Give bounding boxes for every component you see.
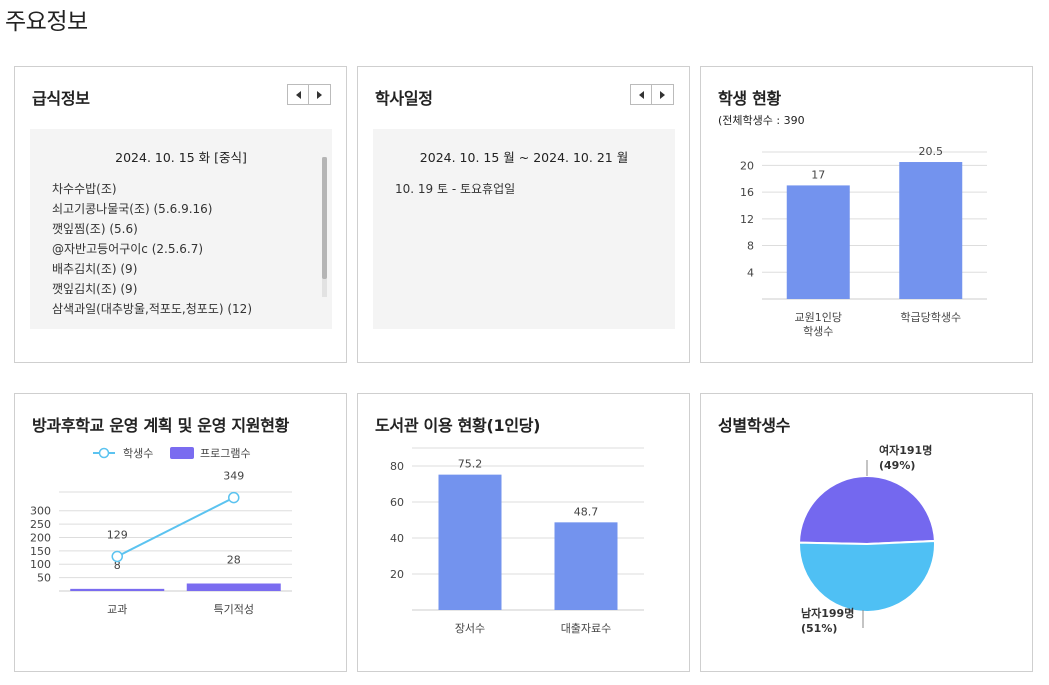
y-tick-label: 12	[740, 213, 754, 226]
schedule-box: 2024. 10. 15 월 ~ 2024. 10. 21 월 10. 19 토…	[373, 129, 675, 329]
slice-label: 여자191명	[879, 443, 932, 457]
schedule-nav	[630, 84, 674, 105]
y-tick-label: 200	[30, 531, 51, 544]
schedule-event-item: 10. 19 토 - 토요휴업일	[395, 182, 516, 196]
meal-menu-item: 삼색과일(대추방울,적포도,청포도) (12)	[52, 302, 253, 316]
legend-line-marker	[98, 447, 110, 459]
series-line	[116, 496, 235, 558]
bar	[438, 474, 502, 610]
x-tick-label: 장서수	[455, 622, 485, 635]
meal-scrollbar[interactable]	[322, 157, 327, 297]
library-chart: 20 40 60 80 75.2 장서수 48.7 대출자료수	[390, 447, 644, 635]
bar	[786, 185, 850, 299]
y-tick-label: 8	[747, 240, 754, 253]
slice-label: 남자199명	[801, 606, 854, 620]
afterschool-card: 방과후학교 운영 계획 및 운영 지원현황 학생수 프로그램수 50 100 150 20…	[14, 393, 347, 672]
line-point	[228, 491, 240, 504]
meal-scrollbar-thumb[interactable]	[322, 157, 327, 279]
x-tick-label: 교원1인당	[795, 311, 842, 324]
data-label: 349	[223, 470, 244, 483]
gender-chart: 여자191명 (49%) 남자199명 (51%)	[797, 443, 936, 635]
y-tick-label: 300	[30, 505, 51, 518]
meal-next-button[interactable]	[309, 84, 331, 105]
legend-label: 학생수	[123, 447, 153, 460]
y-tick-label: 4	[747, 266, 754, 279]
legend-bar-swatch	[170, 447, 194, 459]
bar	[70, 588, 165, 591]
meal-menu-list: 차수수밥(조) 쇠고기콩나물국(조) (5.6.9.16) 깻잎찜(조) (5.…	[52, 179, 252, 319]
meal-menu-item: @자반고등어구이c (2.5.6.7)	[52, 242, 204, 256]
x-tick-label: 교과	[107, 603, 127, 616]
schedule-next-button[interactable]	[652, 84, 674, 105]
y-tick-label: 40	[390, 532, 404, 545]
gender-card: 성별학생수 여자191명 (49%) 남자199명 (51%)	[700, 393, 1033, 672]
library-card: 도서관 이용 현황(1인당) 20 40 60 80 75.2 장서수 48.7 대출자료수	[357, 393, 690, 672]
pie-slice	[797, 475, 936, 546]
schedule-title: 학사일정	[375, 89, 433, 108]
y-tick-label: 80	[390, 460, 404, 473]
meal-menu-item: 깻잎김치(조) (9)	[52, 282, 138, 296]
y-tick-label: 60	[390, 496, 404, 509]
meal-menu-item: 배추김치(조) (9)	[52, 262, 138, 276]
meal-info-title: 급식정보	[32, 89, 90, 108]
x-tick-label: 학생수	[803, 325, 833, 338]
schedule-card: 학사일정 2024. 10. 15 월 ~ 2024. 10. 21 월 10.…	[357, 66, 690, 363]
schedule-range: 2024. 10. 15 월 ~ 2024. 10. 21 월	[419, 150, 629, 165]
data-label: 48.7	[574, 505, 599, 518]
meal-menu-item: 쇠고기콩나물국(조) (5.6.9.16)	[52, 202, 213, 216]
student-status-title: 학생 현황	[718, 89, 781, 108]
legend-label: 프로그램수	[200, 447, 251, 460]
y-tick-label: 20	[740, 159, 754, 172]
slice-percent-label: (49%)	[879, 459, 915, 472]
meal-menu-item: 깻잎찜(조) (5.6)	[52, 222, 138, 236]
arrow-right-icon	[660, 90, 665, 99]
bar	[554, 522, 618, 610]
bar	[899, 162, 963, 299]
meal-date: 2024. 10. 15 화 [중식]	[115, 150, 247, 165]
x-tick-label: 학급당학생수	[900, 311, 961, 324]
arrow-left-icon	[638, 90, 644, 99]
meal-nav	[287, 84, 331, 105]
data-label: 17	[811, 168, 825, 181]
data-label: 28	[227, 554, 241, 567]
x-tick-label: 대출자료수	[561, 622, 612, 635]
meal-menu-box: 2024. 10. 15 화 [중식] 차수수밥(조) 쇠고기콩나물국(조) (…	[30, 129, 332, 329]
x-tick-label: 특기적성	[214, 603, 254, 616]
y-tick-label: 16	[740, 186, 754, 199]
bar	[186, 583, 281, 591]
schedule-event-list: 10. 19 토 - 토요휴업일	[395, 179, 515, 199]
arrow-right-icon	[317, 90, 322, 99]
y-tick-label: 100	[30, 558, 51, 571]
data-label: 8	[114, 559, 121, 572]
meal-menu-item: 차수수밥(조)	[52, 182, 117, 196]
data-label: 75.2	[458, 458, 483, 471]
slice-percent-label: (51%)	[801, 622, 837, 635]
page-title: 주요정보	[5, 9, 88, 35]
data-label: 20.5	[919, 145, 944, 158]
meal-info-card: 급식정보 2024. 10. 15 화 [중식] 차수수밥(조) 쇠고기콩나물국…	[14, 66, 347, 363]
y-tick-label: 20	[390, 568, 404, 581]
arrow-left-icon	[295, 90, 301, 99]
y-tick-label: 50	[37, 572, 51, 585]
data-label: 129	[107, 528, 128, 541]
gender-title: 성별학생수	[718, 416, 791, 435]
line-point	[111, 550, 123, 563]
library-title: 도서관 이용 현황(1인당)	[375, 416, 541, 435]
student-status-card: 학생 현황 (전체학생수 : 390 4 8 12 16 20 17 교원1인당 학생수 20.…	[700, 66, 1033, 363]
y-tick-label: 250	[30, 518, 51, 531]
student-total-count: (전체학생수 : 390	[718, 114, 805, 127]
meal-prev-button[interactable]	[287, 84, 309, 105]
afterschool-title: 방과후학교 운영 계획 및 운영 지원현황	[32, 416, 290, 435]
y-tick-label: 150	[30, 545, 51, 558]
schedule-prev-button[interactable]	[630, 84, 652, 105]
pie-slice	[798, 539, 936, 613]
